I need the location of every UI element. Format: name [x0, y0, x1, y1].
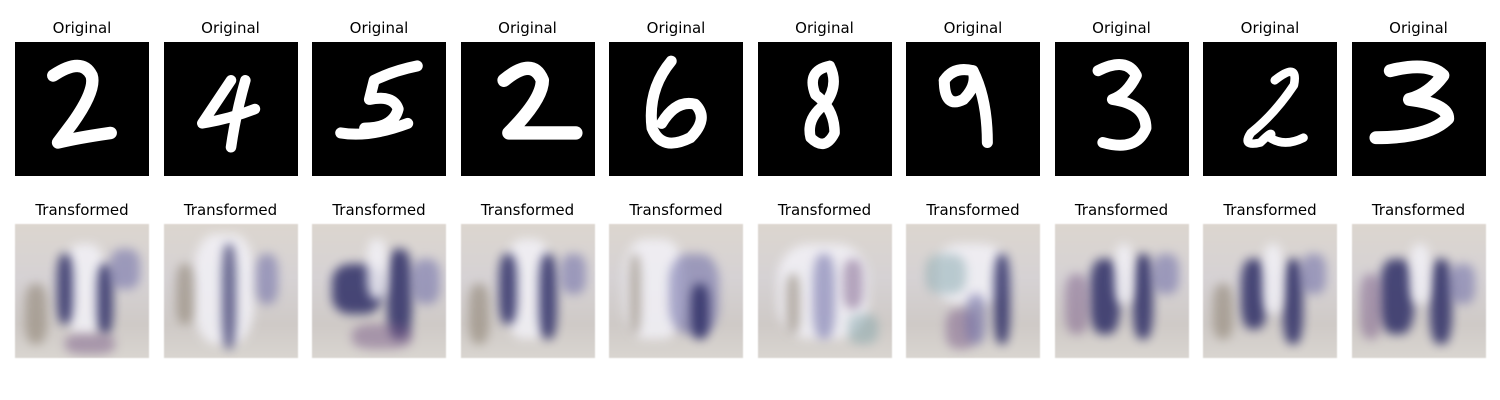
digit-3-icon — [1351, 42, 1486, 176]
digit-5-icon — [312, 42, 446, 176]
transformed-panel-1: Transformed — [15, 200, 149, 360]
panel-title: Transformed — [183, 201, 278, 219]
digit-2-icon — [1203, 42, 1337, 176]
transformed-image — [609, 224, 743, 358]
transformed-panel-5: Transformed — [609, 200, 743, 360]
panel-title: Original — [1389, 19, 1448, 37]
panel-title: Transformed — [1223, 201, 1317, 219]
original-panel-2: Original — [163, 18, 298, 178]
transformed-image — [15, 224, 149, 358]
panel-title: Transformed — [35, 201, 129, 219]
panel-title: Transformed — [1074, 201, 1169, 219]
transformed-image — [906, 224, 1040, 358]
transformed-panel-3: Transformed — [312, 200, 446, 360]
panel-title: Original — [943, 19, 1003, 37]
digit-6-icon — [609, 42, 743, 176]
panel-title: Original — [349, 19, 409, 37]
original-panel-7: Original — [906, 18, 1040, 178]
original-panel-9: Original — [1203, 18, 1337, 178]
digit-3-icon — [1054, 42, 1189, 176]
panel-title: Transformed — [332, 201, 426, 219]
original-panel-6: Original — [757, 18, 892, 178]
digit-2-icon — [15, 42, 149, 176]
panel-title: Original — [498, 19, 557, 37]
panel-title: Original — [795, 19, 854, 37]
panel-title: Original — [52, 19, 112, 37]
digit-8-icon — [757, 42, 892, 176]
panel-title: Transformed — [1371, 201, 1466, 219]
transformed-panel-6: Transformed — [757, 200, 892, 360]
original-panel-8: Original — [1054, 18, 1189, 178]
digit-9-icon — [906, 42, 1040, 176]
panel-title: Original — [201, 19, 260, 37]
original-row: Original Original Original — [15, 18, 1487, 178]
transformed-image — [1054, 224, 1189, 358]
original-panel-3: Original — [312, 18, 446, 178]
transformed-image — [1203, 224, 1337, 358]
transformed-image — [1351, 224, 1486, 358]
transformed-panel-10: Transformed — [1351, 200, 1486, 360]
panel-title: Transformed — [629, 201, 723, 219]
transformed-panel-9: Transformed — [1203, 200, 1337, 360]
original-panel-1: Original — [15, 18, 149, 178]
digit-4-icon — [163, 42, 298, 176]
transformed-panel-4: Transformed — [460, 200, 595, 360]
transformed-row: Transformed Transformed Transformed — [15, 200, 1487, 360]
transformed-panel-7: Transformed — [906, 200, 1040, 360]
transformed-image — [460, 224, 595, 358]
original-panel-5: Original — [609, 18, 743, 178]
transformed-panel-2: Transformed — [163, 200, 298, 360]
transformed-image — [163, 224, 298, 358]
panel-title: Original — [646, 19, 706, 37]
digit-2-icon — [460, 42, 595, 176]
transformed-panel-8: Transformed — [1054, 200, 1189, 360]
original-panel-4: Original — [460, 18, 595, 178]
panel-title: Original — [1092, 19, 1151, 37]
panel-title: Original — [1240, 19, 1300, 37]
transformed-image — [757, 224, 892, 358]
transformed-image — [312, 224, 446, 358]
original-panel-10: Original — [1351, 18, 1486, 178]
panel-title: Transformed — [926, 201, 1020, 219]
panel-title: Transformed — [777, 201, 872, 219]
panel-title: Transformed — [480, 201, 575, 219]
